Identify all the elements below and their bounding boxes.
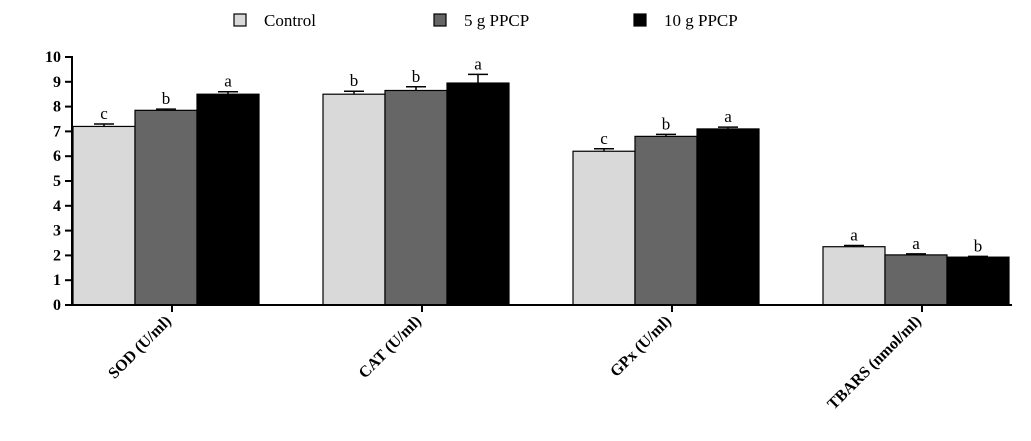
bar (884, 254, 948, 306)
y-tick-label: 0 (53, 297, 61, 314)
bar (322, 93, 386, 306)
x-tick-label: GPx (U/ml) (607, 313, 675, 381)
bar (134, 109, 198, 306)
bar (572, 150, 636, 306)
y-tick-label: 6 (53, 148, 61, 165)
significance-label: a (724, 107, 732, 126)
significance-label: b (662, 114, 671, 133)
significance-label: a (912, 234, 920, 253)
bar (196, 93, 260, 306)
legend-label: Control (264, 11, 316, 30)
bar (72, 125, 136, 306)
x-tick-label: TBARS (nmol/ml) (824, 313, 924, 413)
significance-label: a (850, 225, 858, 244)
y-tick-label: 5 (53, 173, 61, 190)
significance-label: a (224, 72, 232, 91)
bar (384, 89, 448, 306)
legend-swatch (433, 13, 447, 27)
bar (446, 82, 510, 306)
bar (696, 128, 760, 306)
legend-label: 10 g PPCP (664, 11, 738, 30)
y-tick-label: 1 (53, 272, 61, 289)
y-tick-label: 7 (53, 123, 61, 140)
significance-label: b (974, 236, 983, 255)
x-tick-label: SOD (U/ml) (105, 313, 175, 383)
legend: Control 5 g PPCP 10 g PPCP (233, 11, 738, 30)
bar (822, 246, 886, 306)
legend-swatch (633, 13, 647, 27)
y-tick-label: 8 (53, 99, 61, 116)
y-tick-label: 9 (53, 74, 61, 91)
y-tick-label: 2 (53, 247, 61, 264)
significance-label: b (412, 67, 421, 86)
significance-label: a (474, 54, 482, 73)
significance-label: c (600, 129, 608, 148)
bars: c b a b b a c b a a a b (72, 54, 1010, 306)
legend-swatch (233, 13, 247, 27)
bar (634, 135, 698, 306)
x-axis: SOD (U/ml) CAT (U/ml) GPx (U/ml) TBARS (nmo… (72, 304, 1012, 413)
x-tick-label: CAT (U/ml) (356, 313, 425, 382)
significance-label: c (100, 104, 108, 123)
y-axis: 0 1 2 3 4 5 6 7 8 9 10 (45, 49, 73, 314)
y-tick-label: 4 (53, 198, 61, 215)
significance-label: b (162, 89, 171, 108)
y-tick-label: 10 (45, 49, 61, 66)
significance-label: b (350, 71, 359, 90)
legend-label: 5 g PPCP (464, 11, 529, 30)
y-tick-label: 3 (53, 223, 61, 240)
bar (946, 256, 1010, 306)
